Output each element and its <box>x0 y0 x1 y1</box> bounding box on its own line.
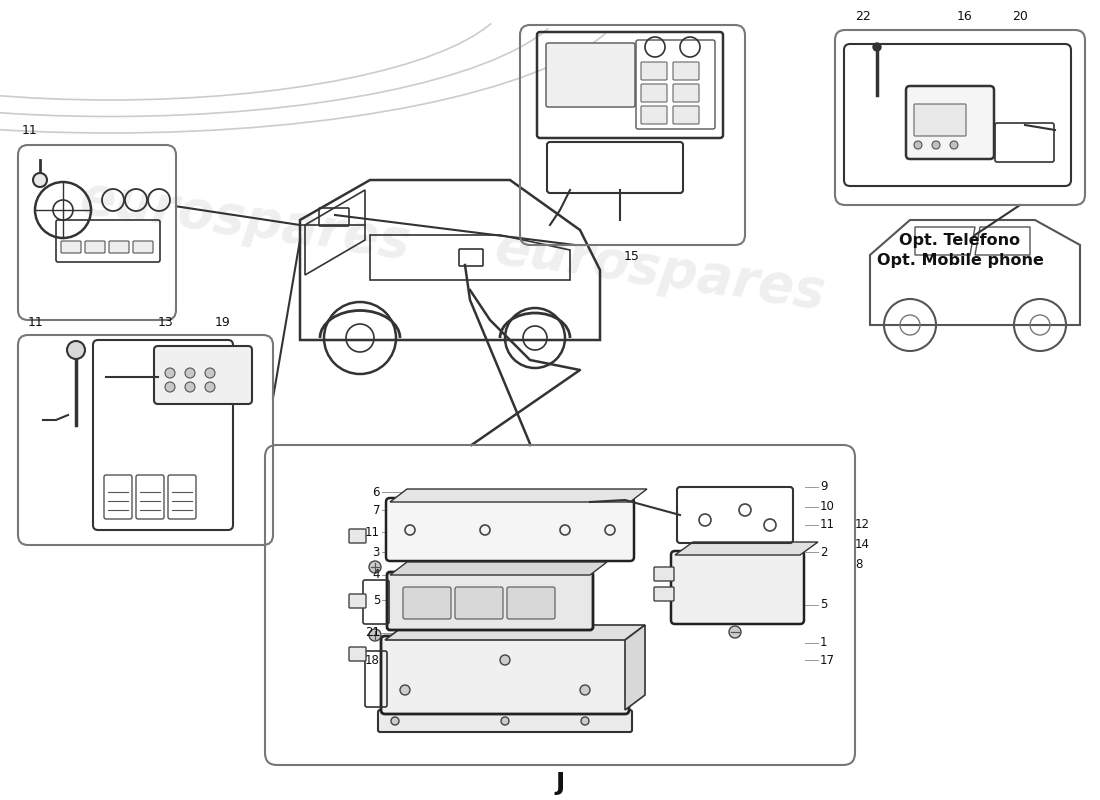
Text: J: J <box>556 771 564 795</box>
Text: 7: 7 <box>373 503 380 517</box>
FancyBboxPatch shape <box>85 241 104 253</box>
FancyBboxPatch shape <box>507 587 556 619</box>
Text: 3: 3 <box>373 546 380 558</box>
FancyBboxPatch shape <box>641 84 667 102</box>
FancyBboxPatch shape <box>154 346 252 404</box>
Text: 17: 17 <box>820 654 835 666</box>
Circle shape <box>67 341 85 359</box>
Text: 18: 18 <box>365 654 380 666</box>
Text: 19: 19 <box>216 315 231 329</box>
Circle shape <box>873 43 881 51</box>
FancyBboxPatch shape <box>133 241 153 253</box>
FancyBboxPatch shape <box>349 594 366 608</box>
FancyBboxPatch shape <box>673 84 698 102</box>
Text: 5: 5 <box>373 594 380 606</box>
Text: 6: 6 <box>373 486 380 498</box>
FancyBboxPatch shape <box>673 62 698 80</box>
FancyBboxPatch shape <box>914 104 966 136</box>
Circle shape <box>390 717 399 725</box>
Text: 11: 11 <box>365 526 380 538</box>
Polygon shape <box>385 625 645 640</box>
Text: 11: 11 <box>29 315 44 329</box>
Circle shape <box>185 382 195 392</box>
Circle shape <box>165 382 175 392</box>
Circle shape <box>185 368 195 378</box>
Text: 16: 16 <box>957 10 972 23</box>
FancyBboxPatch shape <box>387 572 593 630</box>
Circle shape <box>500 655 510 665</box>
FancyBboxPatch shape <box>906 86 994 159</box>
Text: Opt. Telefono: Opt. Telefono <box>900 233 1021 247</box>
Text: Opt. Mobile phone: Opt. Mobile phone <box>877 253 1044 267</box>
Text: 20: 20 <box>1012 10 1027 23</box>
Polygon shape <box>675 542 818 555</box>
Text: eurospares: eurospares <box>76 171 414 269</box>
FancyBboxPatch shape <box>546 43 635 107</box>
Circle shape <box>729 626 741 638</box>
Circle shape <box>165 368 175 378</box>
FancyBboxPatch shape <box>673 106 698 124</box>
Circle shape <box>932 141 940 149</box>
FancyBboxPatch shape <box>349 529 366 543</box>
FancyBboxPatch shape <box>60 241 81 253</box>
FancyBboxPatch shape <box>349 647 366 661</box>
Circle shape <box>205 382 214 392</box>
Circle shape <box>581 717 589 725</box>
Polygon shape <box>390 562 607 575</box>
FancyBboxPatch shape <box>378 710 632 732</box>
Circle shape <box>580 685 590 695</box>
FancyBboxPatch shape <box>455 587 503 619</box>
Circle shape <box>368 629 381 641</box>
Text: 11: 11 <box>820 518 835 531</box>
Text: 1: 1 <box>820 637 827 650</box>
Text: 9: 9 <box>820 481 827 494</box>
FancyBboxPatch shape <box>386 498 634 561</box>
Circle shape <box>368 561 381 573</box>
Polygon shape <box>390 489 647 502</box>
Text: 13: 13 <box>158 315 174 329</box>
Text: 22: 22 <box>855 10 871 23</box>
FancyBboxPatch shape <box>641 106 667 124</box>
FancyBboxPatch shape <box>671 551 804 624</box>
Text: 15: 15 <box>624 250 640 263</box>
Circle shape <box>914 141 922 149</box>
Circle shape <box>33 173 47 187</box>
FancyBboxPatch shape <box>403 587 451 619</box>
Circle shape <box>500 717 509 725</box>
FancyBboxPatch shape <box>109 241 129 253</box>
Text: 12: 12 <box>855 518 870 531</box>
Text: 21: 21 <box>365 626 380 639</box>
FancyBboxPatch shape <box>654 587 674 601</box>
Text: 5: 5 <box>820 598 827 611</box>
Circle shape <box>205 368 214 378</box>
Text: 2: 2 <box>820 546 827 558</box>
Text: 14: 14 <box>855 538 870 551</box>
FancyBboxPatch shape <box>381 636 629 714</box>
Text: 10: 10 <box>820 501 835 514</box>
Text: 4: 4 <box>373 569 380 582</box>
Text: 11: 11 <box>22 125 37 138</box>
Circle shape <box>950 141 958 149</box>
Polygon shape <box>625 625 645 710</box>
Circle shape <box>400 685 410 695</box>
Text: 8: 8 <box>855 558 862 571</box>
FancyBboxPatch shape <box>654 567 674 581</box>
FancyBboxPatch shape <box>641 62 667 80</box>
Text: eurospares: eurospares <box>492 221 828 319</box>
